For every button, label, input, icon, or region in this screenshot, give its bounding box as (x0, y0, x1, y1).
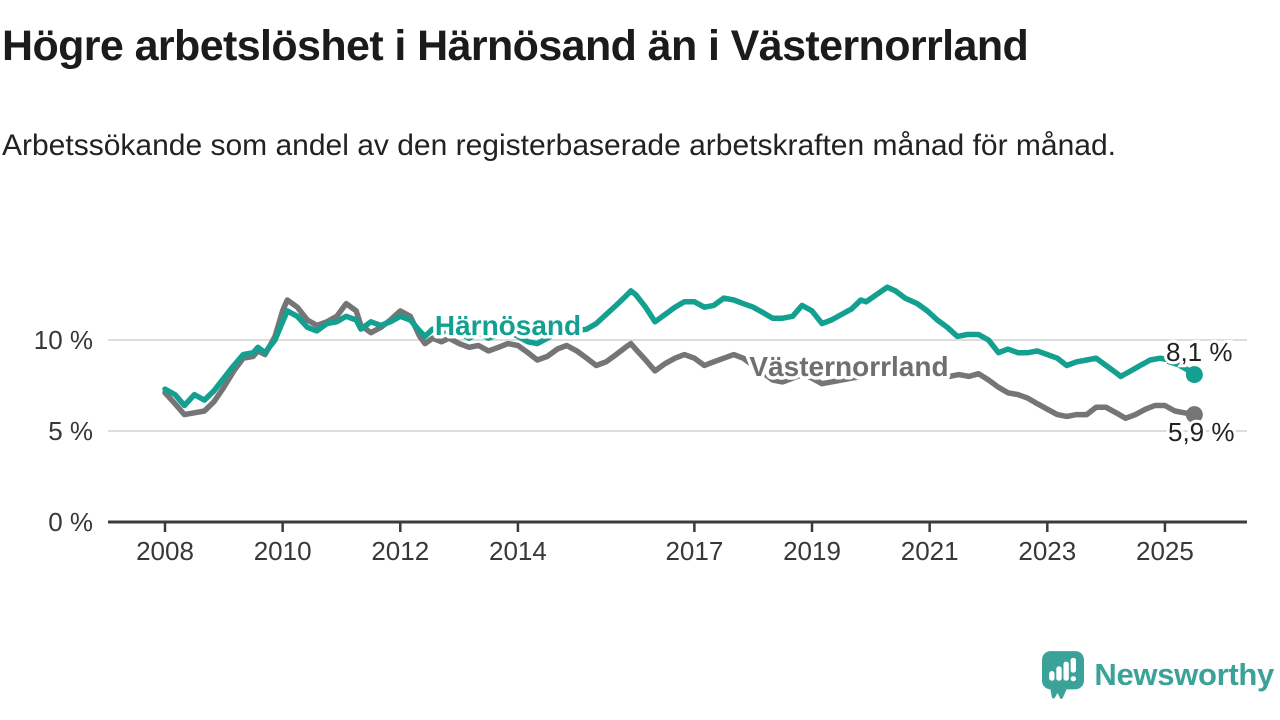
y-tick-label: 0 % (48, 507, 93, 537)
x-axis: 2008 2010 2012 2014 2017 2019 2021 2023 2025 (108, 520, 1247, 566)
series-label-härnösand: Härnösand (435, 310, 581, 341)
y-tick-label: 5 % (48, 416, 93, 446)
series-line-härnösand (162, 284, 1198, 409)
series-end-dot-västernorrland (1185, 406, 1203, 424)
x-tick-label: 2012 (371, 536, 429, 566)
newsworthy-brand: Newsworthy (1042, 651, 1274, 699)
newsworthy-logo-icon (1042, 651, 1085, 699)
y-tick-label: 10 % (34, 325, 93, 355)
series-end-dot-härnösand (1185, 366, 1203, 384)
newsworthy-logo-text: Newsworthy (1094, 657, 1274, 692)
x-tick-label: 2010 (254, 536, 312, 566)
x-tick-label: 2021 (901, 536, 959, 566)
x-tick-label: 2008 (136, 536, 194, 566)
x-tick-label: 2023 (1018, 536, 1076, 566)
end-label-leader-line (1166, 362, 1189, 371)
series-line-västernorrland (162, 297, 1198, 422)
end-value-label-härnösand: 8,1 % (1166, 337, 1233, 367)
x-tick-label: 2025 (1136, 536, 1194, 566)
series-label-västernorrland: Västernorrland (749, 351, 948, 382)
y-axis-labels: 0 % 5 % 10 % (34, 325, 93, 537)
page-title: Högre arbetslöshet i Härnösand än i Väst… (2, 22, 1029, 70)
x-tick-label: 2017 (665, 536, 723, 566)
gridlines (108, 339, 1247, 432)
x-tick-label: 2014 (489, 536, 547, 566)
chart-subtitle: Arbetssökande som andel av den registerb… (2, 129, 1116, 162)
x-tick-label: 2019 (783, 536, 841, 566)
end-value-label-västernorrland: 5,9 % (1168, 417, 1235, 447)
